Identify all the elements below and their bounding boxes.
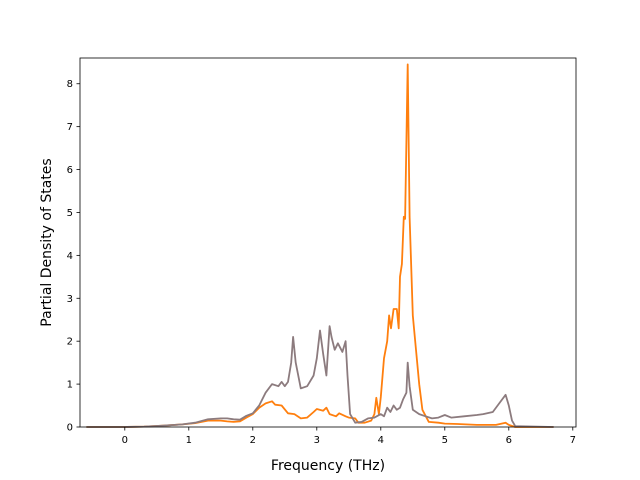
y-tick-label: 6 xyxy=(67,165,73,176)
y-tick-label: 7 xyxy=(67,122,73,133)
y-tick-label: 1 xyxy=(67,380,73,391)
x-tick-label: 3 xyxy=(314,435,320,446)
ticks-layer: 0 1 2 3 4 5 6 7 0 1 2 3 4 5 6 7 8 xyxy=(67,79,576,446)
x-tick-label: 2 xyxy=(250,435,256,446)
y-tick-label: 3 xyxy=(67,294,73,305)
series-layer xyxy=(86,63,554,428)
x-tick-label: 5 xyxy=(442,435,448,446)
y-tick-label: 5 xyxy=(67,208,73,219)
y-axis-label: Partial Density of States xyxy=(39,158,55,326)
series-line-1 xyxy=(86,63,554,428)
x-tick-label: 4 xyxy=(378,435,384,446)
plot-frame xyxy=(79,57,577,428)
x-axis-label: Frequency (THz) xyxy=(271,458,385,474)
x-tick-label: 6 xyxy=(506,435,512,446)
x-tick-label: 1 xyxy=(186,435,192,446)
y-tick-label: 0 xyxy=(67,423,73,434)
x-tick-label: 0 xyxy=(122,435,128,446)
y-tick-label: 8 xyxy=(67,79,73,90)
x-tick-label: 7 xyxy=(570,435,576,446)
y-tick-label: 2 xyxy=(67,337,73,348)
series-line-2 xyxy=(86,325,554,428)
y-tick-label: 4 xyxy=(67,251,73,262)
